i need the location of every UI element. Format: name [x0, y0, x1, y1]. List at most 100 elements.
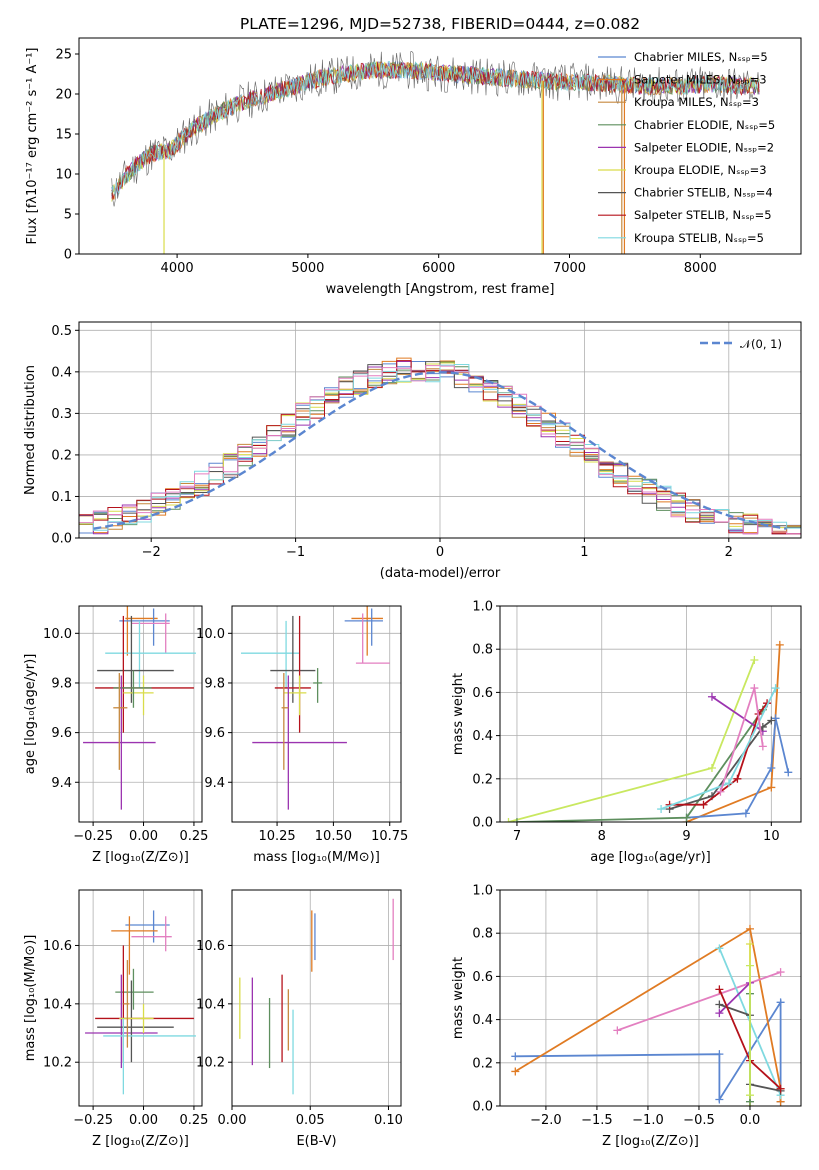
x-tick-label: 8 — [598, 829, 606, 844]
x-tick-label: 8000 — [684, 261, 717, 276]
weight-marker — [657, 805, 666, 814]
x-tick-label: −1.0 — [632, 1113, 664, 1128]
y-tick-label: 0.0 — [51, 532, 72, 547]
y-axis-label: mass weight — [451, 957, 466, 1039]
y-axis-label: age [log₁₀(age/yr)] — [23, 654, 38, 775]
x-tick-label: 0.00 — [129, 1113, 158, 1128]
y-tick-label: 0.3 — [51, 407, 72, 422]
y-tick-label: 10.0 — [43, 627, 72, 642]
weight-marker — [776, 998, 785, 1007]
x-tick-label: −0.5 — [683, 1113, 715, 1128]
weight-marker — [745, 961, 754, 970]
weight-marker — [758, 742, 767, 751]
y-tick-label: 0.4 — [51, 365, 72, 380]
weight-marker — [715, 1095, 724, 1104]
y-tick-label: 5 — [64, 208, 72, 223]
y-tick-label: 0.5 — [51, 324, 72, 339]
y-tick-label: 0.8 — [472, 927, 493, 942]
x-axis-label: Z [log₁₀(Z/Z⊙)] — [602, 1134, 699, 1149]
weight-marker — [750, 684, 759, 693]
y-axis-label: mass [log₁₀(M/M⊙)] — [23, 935, 38, 1062]
y-tick-label: 10.6 — [196, 939, 225, 954]
weight-marker — [511, 1052, 520, 1061]
plot-area — [85, 910, 196, 1095]
weight-marker — [775, 640, 784, 649]
y-tick-label: 0.4 — [472, 729, 493, 744]
y-tick-label: 15 — [55, 128, 72, 143]
x-tick-label: 10.75 — [371, 829, 408, 844]
x-tick-label: 6000 — [422, 261, 455, 276]
plot-area — [504, 640, 793, 822]
legend-entry: Kroupa ELODIE, Nₛₛₚ=3 — [634, 163, 767, 177]
y-tick-label: 9.8 — [51, 676, 72, 691]
x-axis-label: Z [log₁₀(Z/Z⊙)] — [92, 850, 189, 865]
axes-frame — [499, 605, 802, 823]
y-tick-label: 0.6 — [472, 686, 493, 701]
x-axis-label: age [log₁₀(age/yr)] — [590, 850, 711, 865]
panel-residuals: −2 −1 0 1 2 0.0 0.1 0.2 0.3 0.4 0.5 (data-model)/er… — [23, 321, 802, 581]
weight-marker — [745, 940, 754, 948]
axes-frame — [78, 605, 203, 823]
y-tick-label: 0.8 — [472, 643, 493, 658]
weight-marker — [784, 768, 793, 777]
x-tick-label: −1.5 — [581, 1113, 613, 1128]
weight-marker — [776, 968, 785, 977]
plot-area — [511, 924, 785, 1106]
panel-mass_vs_Z: −0.25 0.00 0.25 10.2 10.4 10.6 Z [log₁₀(Z/Z⊙)]… — [23, 889, 208, 1149]
axes-frame — [78, 889, 203, 1107]
x-axis-label: (data-model)/error — [380, 566, 501, 581]
x-tick-label: 0 — [436, 545, 444, 560]
legend-entry: Chabrier ELODIE, Nₛₛₚ=5 — [634, 118, 775, 132]
weight-marker — [511, 1067, 520, 1076]
x-tick-label: 0.10 — [374, 1113, 403, 1128]
weight-marker — [715, 1009, 724, 1018]
legend-entry: 𝒩(0, 1) — [740, 337, 782, 351]
y-tick-label: 9.4 — [51, 776, 72, 791]
weight-marker — [715, 1000, 724, 1009]
weight-marker — [724, 779, 733, 788]
x-axis-label: Z [log₁₀(Z/Z⊙)] — [92, 1134, 189, 1149]
y-tick-label: 0.0 — [472, 1100, 493, 1115]
x-tick-label: −1 — [286, 545, 305, 560]
weight-line — [669, 719, 772, 810]
x-tick-label: 0.0 — [740, 1113, 761, 1128]
weight-marker — [771, 684, 780, 693]
weight-marker — [767, 783, 776, 792]
y-tick-label: 10.4 — [43, 997, 72, 1012]
x-tick-label: −2.0 — [530, 1113, 562, 1128]
weight-marker — [504, 818, 513, 822]
x-tick-label: 7000 — [553, 261, 586, 276]
y-tick-label: 0.6 — [472, 970, 493, 985]
legend-entry: Salpeter MILES, Nₛₛₚ=3 — [634, 73, 767, 87]
plot-area — [79, 357, 801, 538]
weight-marker — [715, 985, 724, 994]
figure-title: PLATE=1296, MJD=52738, FIBERID=0444, z=0… — [240, 15, 640, 33]
y-tick-label: 10 — [55, 168, 72, 183]
y-tick-label: 0.0 — [472, 816, 493, 831]
weight-line — [686, 644, 781, 822]
weight-marker — [613, 1026, 622, 1035]
legend-entry: Salpeter STELIB, Nₛₛₚ=5 — [634, 208, 772, 222]
y-tick-label: 25 — [55, 48, 72, 63]
weight-marker — [767, 716, 776, 725]
weight-marker — [741, 809, 750, 818]
weight-line — [508, 659, 756, 822]
panel-weight_vs_Z: −2.0 −1.5 −1.0 −0.5 0.0 0.0 0.2 0.4 0.6 0.8 1.0 Z [… — [451, 884, 802, 1149]
weight-marker — [512, 818, 521, 822]
y-tick-label: 0.1 — [51, 490, 72, 505]
panel-age_vs_Z: −0.25 0.00 0.25 9.4 9.6 9.8 10.0 Z [log₁₀(Z/Z⊙)… — [23, 605, 208, 865]
axes-frame — [499, 889, 802, 1107]
y-tick-label: 20 — [55, 88, 72, 103]
x-tick-label: 4000 — [161, 261, 194, 276]
x-tick-label: −2 — [142, 545, 161, 560]
x-tick-label: 0.25 — [179, 829, 208, 844]
legend-entry: Kroupa STELIB, Nₛₛₚ=5 — [634, 231, 764, 245]
weight-marker — [707, 764, 716, 772]
legend-entry: Chabrier MILES, Nₛₛₚ=5 — [634, 50, 768, 64]
x-tick-label: −0.25 — [73, 829, 113, 844]
weight-marker — [771, 714, 780, 723]
x-tick-label: 9 — [682, 829, 690, 844]
weight-marker — [707, 692, 716, 701]
x-tick-label: 5000 — [291, 261, 324, 276]
